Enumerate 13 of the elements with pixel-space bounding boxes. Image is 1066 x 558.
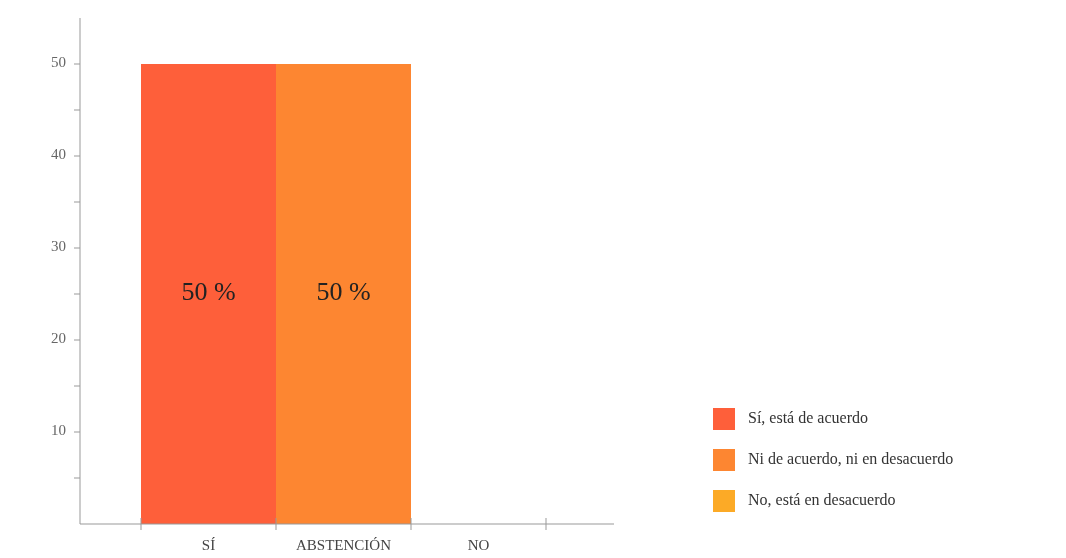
legend-label: Sí, está de acuerdo [748, 408, 868, 426]
data-label: 50 % [316, 276, 371, 306]
y-tick-label: 30 [51, 238, 66, 255]
y-tick-label: 50 [51, 54, 66, 71]
legend-label: No, está en desacuerdo [748, 490, 896, 508]
legend-label: Ni de acuerdo, ni en desacuerdo [748, 449, 954, 467]
y-tick-label: 10 [51, 422, 66, 439]
y-tick-label: 20 [51, 330, 66, 347]
x-tick-label: NO [467, 537, 490, 553]
y-tick-label: 40 [51, 146, 66, 163]
x-tick-label: ABSTENCIÓN [295, 537, 392, 553]
data-label: 50 % [181, 276, 236, 306]
x-tick-label: SÍ [201, 537, 216, 553]
